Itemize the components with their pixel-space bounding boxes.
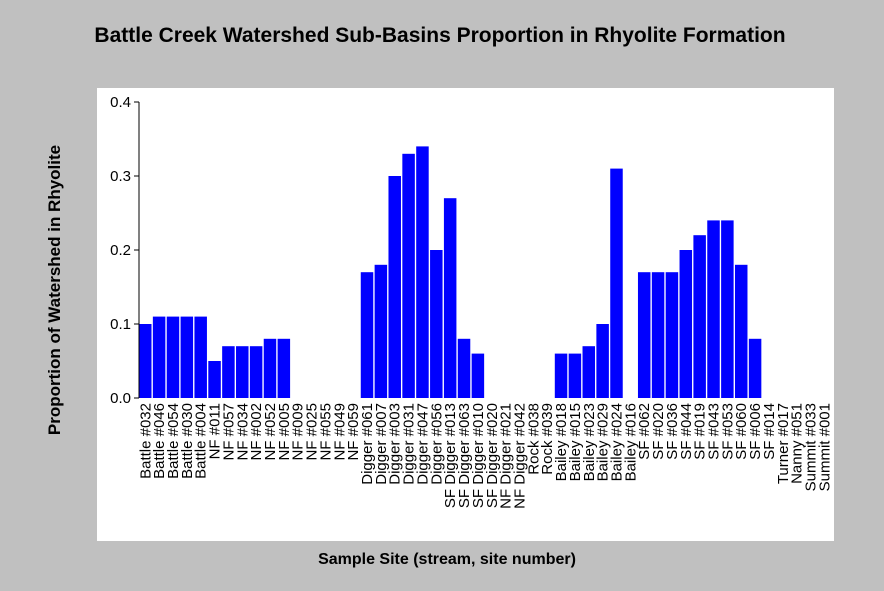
x-category-label: SF #053 — [719, 403, 736, 460]
x-category-label: Battle #054 — [165, 403, 182, 479]
x-category-label: NF #059 — [345, 403, 362, 461]
x-category-label: Battle #046 — [151, 403, 168, 479]
x-category-label: Bailey #023 — [581, 403, 598, 481]
bar — [416, 146, 429, 398]
x-category-label: Bailey #024 — [608, 403, 625, 481]
bar — [554, 353, 568, 398]
x-category-label: Summit #001 — [816, 403, 833, 491]
x-category-label: SF #020 — [650, 403, 667, 460]
bar — [430, 250, 443, 398]
bar — [360, 272, 374, 398]
bar — [139, 324, 152, 398]
bar — [208, 361, 221, 398]
axes-group: 0.0 0.1 0.2 0.3 0.4 — [110, 94, 140, 407]
x-category-label: SF #019 — [692, 403, 709, 460]
x-category-label: SF #036 — [664, 403, 681, 460]
y-tick-label: 0.0 — [110, 390, 131, 407]
bar — [443, 198, 457, 398]
bar — [721, 220, 734, 398]
bar — [277, 338, 291, 398]
x-category-label: Bailey #015 — [567, 403, 584, 481]
x-category-label: SF Digger #013 — [442, 403, 459, 508]
bar — [596, 324, 609, 398]
bar — [651, 272, 665, 398]
x-category-label: Digger #056 — [428, 403, 445, 485]
x-category-label: Digger #007 — [373, 403, 390, 485]
y-tick-label: 0.4 — [110, 94, 131, 111]
x-category-label: Digger #061 — [359, 403, 376, 485]
x-category-label: SF Digger #063 — [456, 403, 473, 508]
bar — [194, 316, 207, 398]
bar — [388, 176, 401, 398]
x-category-label: SF #014 — [761, 403, 778, 460]
y-axis-label: Proportion of Watershed in Rhyolite — [45, 144, 64, 436]
x-category-label: Digger #047 — [414, 403, 431, 485]
x-category-label: Summit #033 — [803, 403, 820, 491]
chart-title: Battle Creek Watershed Sub-Basins Propor… — [94, 24, 786, 47]
x-category-label: SF #044 — [678, 403, 695, 460]
x-category-label: SF #062 — [636, 403, 653, 460]
x-category-label: Rock #039 — [539, 403, 556, 475]
x-category-label: Nanny #051 — [789, 403, 806, 484]
x-category-label: NF #057 — [220, 403, 237, 461]
x-category-label: SF #060 — [733, 403, 750, 460]
x-category-label: SF Digger #020 — [484, 403, 501, 508]
y-tick-label: 0.1 — [110, 316, 131, 333]
bar — [471, 353, 485, 398]
x-category-label: SF #006 — [747, 403, 764, 460]
x-category-label: Digger #003 — [387, 403, 404, 485]
bar — [166, 316, 180, 398]
x-category-label: Battle #032 — [137, 403, 154, 479]
bars-group — [139, 146, 762, 398]
bar — [180, 316, 194, 398]
x-category-label: NF #052 — [262, 403, 279, 461]
bar — [222, 346, 235, 398]
bar — [152, 316, 166, 398]
bar — [748, 338, 762, 398]
x-category-label: Battle #004 — [193, 403, 210, 479]
bar — [263, 338, 277, 398]
bar — [374, 264, 388, 398]
x-category-label: SF Digger #010 — [470, 403, 487, 508]
bar — [236, 346, 249, 398]
x-category-label: NF Digger #021 — [498, 403, 515, 509]
x-axis-label: Sample Site (stream, site number) — [318, 551, 576, 568]
x-category-label: Digger #031 — [401, 403, 418, 485]
x-category-label: NF #005 — [276, 403, 293, 461]
x-category-label: NF Digger #042 — [511, 403, 528, 509]
x-category-label: Rock #038 — [525, 403, 542, 475]
bar — [637, 272, 651, 398]
x-category-label: Turner #017 — [775, 403, 792, 484]
bar — [582, 346, 596, 398]
x-category-label: NF #049 — [331, 403, 348, 461]
bar — [693, 235, 706, 398]
bar — [568, 353, 582, 398]
bar — [610, 168, 623, 398]
y-tick-label: 0.2 — [110, 242, 131, 259]
x-category-label: Bailey #029 — [595, 403, 612, 481]
bar — [249, 346, 263, 398]
x-category-label: Bailey #018 — [553, 403, 570, 481]
x-category-label: NF #034 — [234, 403, 251, 461]
x-category-label: Battle #030 — [179, 403, 196, 479]
bar — [402, 153, 415, 398]
x-category-label: Bailey #016 — [622, 403, 639, 481]
y-tick-label: 0.3 — [110, 168, 131, 185]
x-category-label: SF #043 — [706, 403, 723, 460]
x-category-label: NF #011 — [207, 403, 224, 459]
bar — [679, 250, 693, 398]
x-category-label: NF #002 — [248, 403, 265, 461]
x-category-label: NF #025 — [304, 403, 321, 461]
x-category-label: NF #009 — [290, 403, 307, 461]
bar — [457, 338, 471, 398]
bar — [707, 220, 720, 398]
x-category-label: NF #055 — [317, 403, 334, 461]
bar — [665, 272, 679, 398]
bar — [734, 264, 748, 398]
